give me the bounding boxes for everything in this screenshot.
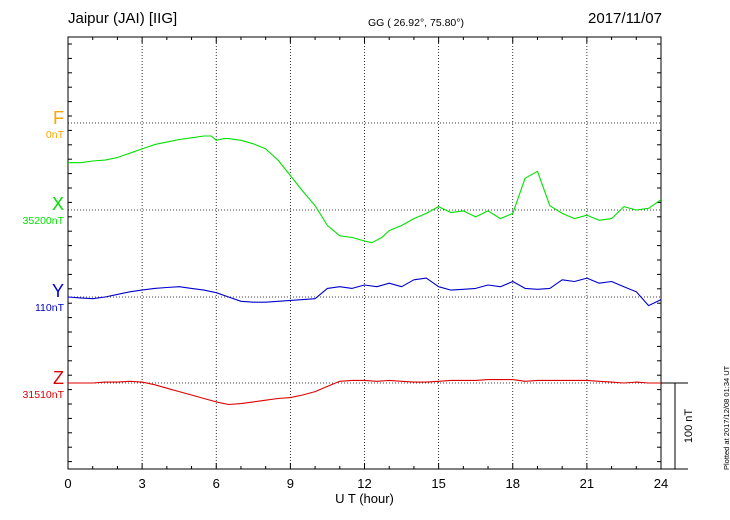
channel-name: Y [51, 281, 64, 301]
x-axis-label: U T (hour) [335, 491, 394, 506]
channel-baseline: 110nT [35, 302, 64, 314]
channel-label-f: F 0nT [46, 108, 64, 142]
series-line-z [68, 379, 661, 406]
channel-baseline: 0nT [45, 129, 64, 141]
geographic-coordinates: GG ( 26.92°, 75.80°) [368, 17, 464, 29]
channel-name: F [53, 108, 64, 128]
channel-label-z: Z 31510nT [23, 368, 64, 402]
x-tick-label: 21 [580, 476, 594, 491]
plotted-timestamp: Plotted at 2017/12/08 01:34 UT [722, 365, 730, 470]
channel-name: X [51, 194, 64, 214]
series-line-x [68, 135, 662, 244]
channel-name: Z [53, 368, 64, 388]
channel-label-y: Y 110nT [35, 281, 64, 315]
x-tick-label: 0 [64, 476, 71, 491]
channel-baseline: 31510nT [22, 389, 64, 401]
station-title: Jaipur (JAI) [IIG] [68, 10, 178, 27]
x-tick-label: 18 [506, 476, 520, 491]
channel-baseline: 35200nT [22, 215, 64, 227]
scale-bar-label: 100 nT [683, 409, 695, 444]
observation-date: 2017/11/07 [588, 10, 662, 27]
channel-label-x: X 35200nT [23, 194, 64, 228]
x-tick-label: 9 [287, 476, 294, 491]
x-tick-label: 12 [357, 476, 371, 491]
x-tick-label: 15 [431, 476, 445, 491]
x-tick-label: 3 [139, 476, 146, 491]
series-line-y [67, 277, 662, 307]
x-tick-label: 24 [654, 476, 668, 491]
x-tick-label: 6 [213, 476, 220, 491]
